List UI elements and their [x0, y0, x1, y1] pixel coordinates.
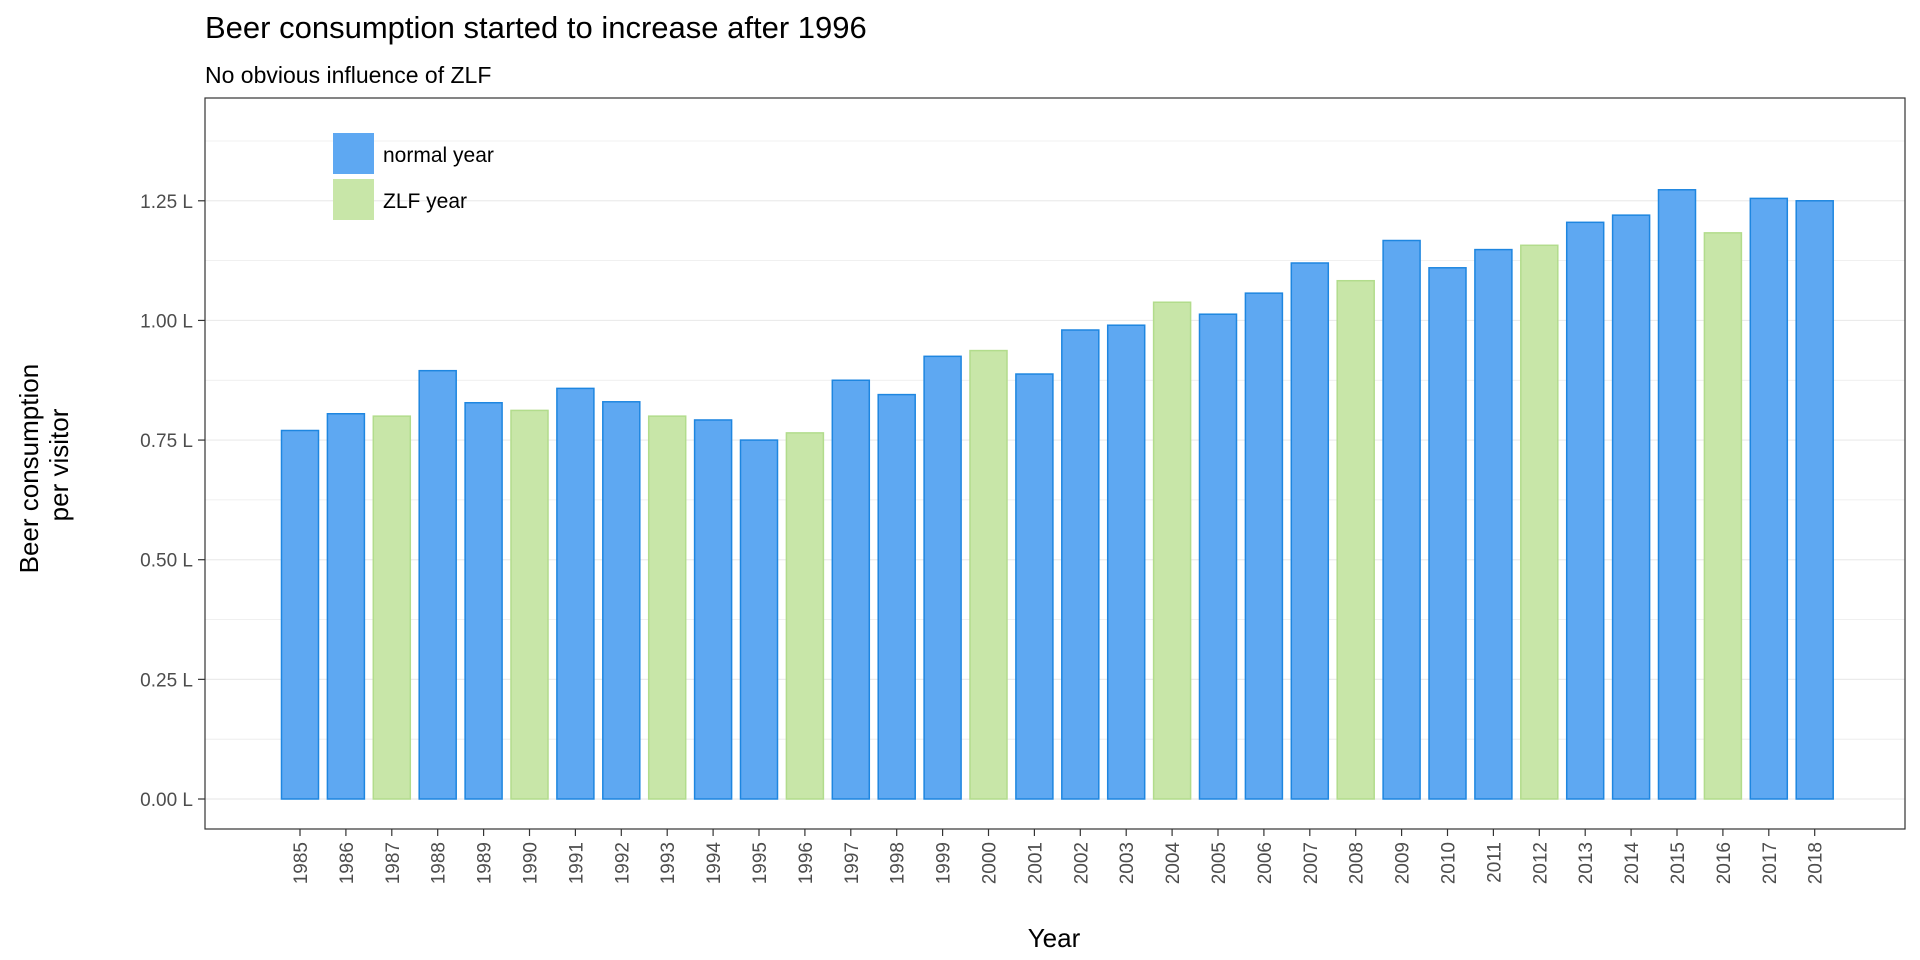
y-axis: 0.00 L 0.25 L 0.50 L 0.75 L 1.00 L 1.25 L — [140, 192, 205, 811]
y-tick-label: 1.25 L — [140, 192, 193, 213]
chart-title: Beer consumption started to increase aft… — [205, 10, 867, 45]
bar-2013 — [1565, 221, 1605, 800]
bar-2005 — [1198, 313, 1238, 800]
x-tick-label: 2002 — [1071, 842, 1092, 884]
x-tick-label: 2018 — [1806, 842, 1827, 884]
y-axis-title-line-2: per visitor — [44, 408, 74, 521]
bar-2018 — [1795, 200, 1834, 800]
x-tick-label: 2009 — [1393, 842, 1414, 884]
bar-1989 — [464, 401, 503, 800]
y-tick-label: 1.00 L — [140, 311, 193, 332]
y-tick-label: 0.50 L — [140, 551, 193, 572]
x-tick-label: 2013 — [1576, 842, 1597, 884]
x-tick-label: 1992 — [612, 842, 633, 884]
x-tick-label: 2012 — [1530, 842, 1551, 884]
bar-2015 — [1657, 189, 1697, 800]
bar-2001 — [1015, 373, 1054, 800]
y-axis-title: Beer consumption per visitor — [14, 357, 74, 574]
y-axis-title-line-1: Beer consumption — [14, 364, 44, 574]
bar-2011 — [1474, 248, 1513, 800]
bar-1997 — [831, 379, 871, 800]
x-tick-label: 2011 — [1484, 842, 1505, 883]
x-tick-label: 2014 — [1622, 842, 1643, 885]
x-tick-label: 1991 — [566, 842, 587, 884]
x-tick-label: 1990 — [521, 842, 542, 884]
bar-2006 — [1244, 292, 1284, 800]
x-axis-title: Year — [1028, 923, 1081, 953]
legend-key-zlf — [333, 179, 374, 220]
bar-1986 — [326, 413, 366, 800]
bar-1993 — [647, 415, 687, 800]
bar-2002 — [1061, 329, 1100, 800]
bar-2000 — [969, 349, 1008, 800]
bar-1995 — [739, 439, 779, 800]
x-tick-label: 1987 — [383, 842, 404, 884]
x-tick-label: 2001 — [1025, 842, 1046, 884]
legend-key-normal — [333, 133, 374, 174]
x-tick-label: 2017 — [1760, 842, 1781, 884]
x-tick-label: 1985 — [291, 842, 312, 884]
x-tick-label: 2004 — [1163, 842, 1184, 885]
bar-1988 — [418, 369, 457, 800]
x-tick-label: 2016 — [1714, 842, 1735, 884]
legend: normal year ZLF year — [333, 133, 494, 220]
x-tick-label: 1994 — [704, 842, 725, 885]
bar-2016 — [1703, 232, 1743, 800]
bar-2003 — [1106, 324, 1146, 800]
bar-1987 — [372, 415, 412, 800]
bar-1994 — [693, 419, 733, 800]
chart-subtitle: No obvious influence of ZLF — [205, 62, 492, 88]
x-tick-label: 1989 — [475, 842, 496, 884]
bar-2012 — [1520, 244, 1559, 800]
bar-1996 — [785, 432, 825, 800]
bar-1990 — [510, 409, 549, 800]
x-tick-label: 1998 — [888, 842, 909, 884]
x-tick-label: 2000 — [980, 842, 1001, 884]
bar-1985 — [280, 429, 320, 800]
legend-label-zlf: ZLF year — [383, 190, 467, 213]
bar-2010 — [1428, 267, 1467, 800]
x-tick-label: 1993 — [658, 842, 679, 884]
bars — [280, 189, 1834, 800]
x-tick-label: 2005 — [1209, 842, 1230, 884]
bar-2014 — [1611, 214, 1651, 800]
panel-border — [204, 97, 1906, 830]
x-tick-label: 1988 — [429, 842, 450, 884]
x-tick-label: 1997 — [842, 842, 863, 884]
x-tick-label: 1995 — [750, 842, 771, 884]
x-tick-label: 2010 — [1439, 842, 1460, 884]
bar-2007 — [1290, 262, 1330, 800]
bar-2017 — [1749, 197, 1789, 800]
bar-1991 — [556, 387, 595, 800]
bar-1992 — [602, 401, 641, 800]
x-tick-label: 2006 — [1255, 842, 1276, 884]
x-axis: 1985 1986 1987 1988 1989 1990 1991 1992 1993 1994… — [291, 829, 1827, 884]
x-tick-label: 2007 — [1301, 842, 1322, 884]
bar-2009 — [1382, 239, 1421, 800]
y-tick-label: 0.00 L — [140, 790, 193, 811]
bar-2008 — [1336, 279, 1375, 800]
x-tick-label: 2008 — [1347, 842, 1368, 884]
x-tick-label: 2003 — [1117, 842, 1138, 884]
x-tick-label: 1996 — [796, 842, 817, 884]
x-tick-label: 2015 — [1668, 842, 1689, 884]
legend-label-normal: normal year — [383, 144, 494, 167]
x-tick-label: 1999 — [934, 842, 955, 884]
bar-1998 — [877, 393, 916, 800]
y-tick-label: 0.25 L — [140, 670, 193, 691]
bar-2004 — [1152, 301, 1192, 800]
bar-1999 — [923, 355, 962, 800]
x-tick-label: 1986 — [337, 842, 358, 884]
y-tick-label: 0.75 L — [140, 431, 193, 452]
